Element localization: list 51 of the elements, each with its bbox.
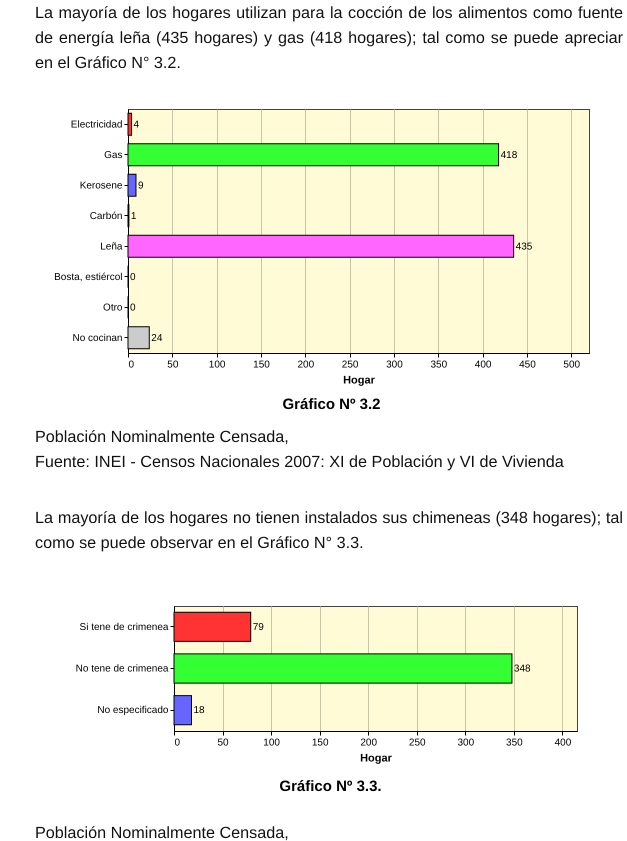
data-label: 435 — [516, 241, 533, 252]
x-tick-label: 100 — [208, 360, 226, 370]
y-tick-label: Leña — [100, 241, 123, 252]
x-tick-label: 300 — [457, 738, 475, 748]
text: La mayoría de los hogares no tienen instalados sus chimeneas (348 hogares); tal como se puede observar en el Gráfico N° 3.3. — [35, 508, 623, 554]
data-label: 0 — [130, 272, 136, 283]
x-tick-label: 350 — [506, 738, 524, 748]
x-tick-label: 150 — [253, 360, 270, 370]
y-tick-label: Bosta, estiércol — [54, 272, 122, 283]
source-note: Fuente: INEI - Censos Nacionales 2007: XI de Población y VI de Vivienda — [35, 452, 565, 472]
x-tick-label: 0 — [128, 360, 134, 370]
data-label: 1 — [130, 210, 137, 222]
x-tick-label: 100 — [263, 738, 280, 748]
x-tick-label: 200 — [360, 738, 378, 748]
text: Población Nominalmente Censada, — [35, 426, 290, 448]
y-tick-label: Carbón — [90, 210, 122, 222]
y-tick-label: No tene de crimenea — [76, 664, 169, 674]
data-label: 24 — [151, 332, 163, 344]
x-tick-label: 300 — [386, 360, 404, 370]
y-tick-label: Gas — [104, 150, 122, 161]
text: Gráfico Nº 3.2 — [282, 396, 381, 413]
text: Gráfico Nº 3.3. — [279, 778, 382, 795]
y-tick-label: Electricidad — [70, 119, 122, 130]
x-tick-label: 200 — [297, 360, 315, 370]
y-tick-label: Otro — [103, 302, 123, 314]
y-tick-label: Si tene de crimenea — [80, 622, 169, 633]
x-tick-label: 50 — [217, 738, 230, 748]
data-label: 418 — [500, 150, 518, 161]
data-label: 348 — [514, 664, 532, 674]
x-tick-label: 400 — [474, 360, 492, 370]
x-tick-label: 250 — [408, 738, 426, 748]
x-tick-label: 150 — [312, 738, 329, 748]
data-label: 9 — [138, 180, 144, 192]
x-tick-label: 50 — [167, 360, 179, 370]
data-label: 0 — [130, 302, 136, 314]
x-tick-label: 450 — [519, 360, 536, 370]
y-tick-label: Kerosene — [80, 180, 123, 192]
text: Población Nominalmente Censada, — [35, 822, 290, 841]
y-tick-label: No cocinan — [72, 332, 122, 344]
data-label: 18 — [193, 705, 206, 716]
text: La mayoría de los hogares utilizan para la cocción de los alimentos como fuente de energía leña (435 hogares) y gas (418 hogares); tal como se puede apreciar en el Gráfico N° 3.2. — [35, 2, 623, 74]
data-label: 79 — [252, 622, 264, 633]
x-tick-label: 250 — [342, 360, 359, 370]
data-label: 4 — [134, 119, 140, 130]
y-tick-label: No especificado — [97, 705, 169, 716]
x-axis-title: Hogar — [360, 752, 393, 764]
x-tick-label: 400 — [554, 738, 572, 748]
x-axis-title: Hogar — [343, 374, 376, 386]
x-tick-label: 0 — [174, 738, 180, 748]
x-tick-label: 500 — [563, 360, 581, 370]
x-tick-label: 350 — [430, 360, 448, 370]
